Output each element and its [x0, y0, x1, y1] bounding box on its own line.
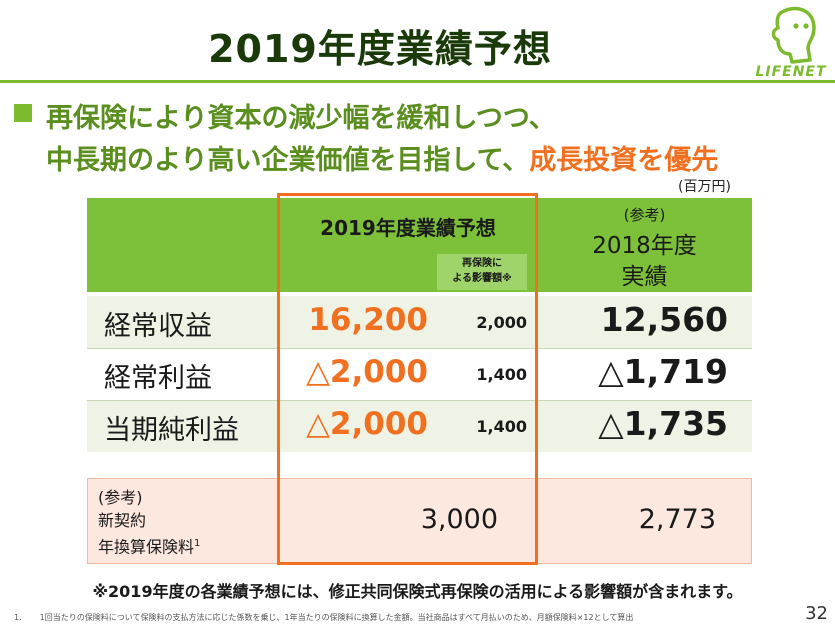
reinsurance-value-ordinary-revenue: 2,000 — [476, 313, 527, 332]
reinsurance-value-net-income: 1,400 — [476, 417, 527, 436]
prev-value-ordinary-revenue: 12,560 — [600, 300, 728, 339]
row-label-net-income: 当期純利益 — [104, 415, 239, 446]
header-empty-cell — [87, 198, 279, 292]
footnote-number: 1. — [14, 613, 22, 622]
reinsurance-note: ※2019年度の各業績予想には、修正共同保険式再保険の活用による影響額が含まれま… — [92, 582, 743, 601]
header-forecast-title: 2019年度業績予想 — [320, 216, 496, 240]
face-logo-icon — [771, 6, 816, 64]
table-row — [87, 400, 752, 452]
reference-label-line3: 年換算保険料1 — [98, 532, 200, 558]
bullet-line-2-prefix: 中長期のより高い企業価値を目指して、 — [46, 145, 530, 176]
reference-label: (参考) 新契約 年換算保険料1 — [98, 486, 200, 558]
reference-prev-value: 2,773 — [638, 504, 716, 535]
prev-value-ordinary-profit: △1,719 — [598, 352, 728, 391]
row-label-ordinary-profit: 経常利益 — [104, 363, 212, 394]
reference-box — [87, 478, 752, 564]
reference-label-line2: 新契約 — [98, 511, 147, 530]
bullet-line-1: 再保険により資本の減少幅を緩和しつつ、 — [46, 103, 556, 134]
footnote: 1. 1回当たりの保険料について保険料の支払方法に応じた係数を乗じ、1年当たりの保… — [14, 612, 633, 623]
forecast-value-ordinary-revenue: 16,200 — [308, 302, 428, 338]
table-row — [87, 296, 752, 348]
bullet-line-2-highlight: 成長投資を優先 — [529, 145, 719, 176]
lifenet-logo: LIFENET — [752, 4, 830, 86]
header-reference-year: 2018年度 — [592, 233, 697, 259]
page-number: 32 — [805, 603, 828, 624]
row-divider — [87, 348, 752, 349]
footnote-marker: 1 — [194, 538, 201, 549]
reinsurance-value-ordinary-profit: 1,400 — [476, 365, 527, 384]
bullet-square-icon — [14, 104, 32, 122]
bullet-line-2: 中長期のより高い企業価値を目指して、成長投資を優先 — [46, 138, 718, 177]
title-divider — [0, 80, 835, 83]
header-reinsurance-line1: 再保険に — [462, 258, 502, 269]
forecast-highlight-frame — [277, 193, 538, 565]
table-row — [87, 348, 752, 400]
header-reference-small: (参考) — [623, 206, 666, 224]
row-label-ordinary-revenue: 経常収益 — [104, 311, 212, 342]
header-reference-cell — [537, 198, 752, 292]
logo-text: LIFENET — [755, 64, 827, 80]
forecast-value-ordinary-profit: △2,000 — [306, 354, 428, 390]
header-reinsurance-label: 再保険に よる影響額※ — [437, 256, 527, 286]
forecast-value-net-income: △2,000 — [306, 406, 428, 442]
footnote-text: 1回当たりの保険料について保険料の支払方法に応じた係数を乗じ、1年当たりの保険料… — [39, 613, 634, 622]
prev-value-net-income: △1,735 — [598, 404, 728, 443]
reference-forecast-value: 3,000 — [420, 504, 498, 535]
header-reinsurance-line2: よる影響額※ — [452, 273, 512, 284]
header-reference-result: 実績 — [621, 264, 668, 290]
header-reinsurance-cell — [437, 254, 527, 290]
reference-label-text: 年換算保険料 — [98, 537, 195, 557]
unit-label: (百万円) — [678, 179, 731, 195]
reference-label-line1: (参考) — [98, 488, 143, 507]
slide-title: 2019年度業績予想 — [208, 27, 552, 71]
row-divider — [87, 400, 752, 401]
